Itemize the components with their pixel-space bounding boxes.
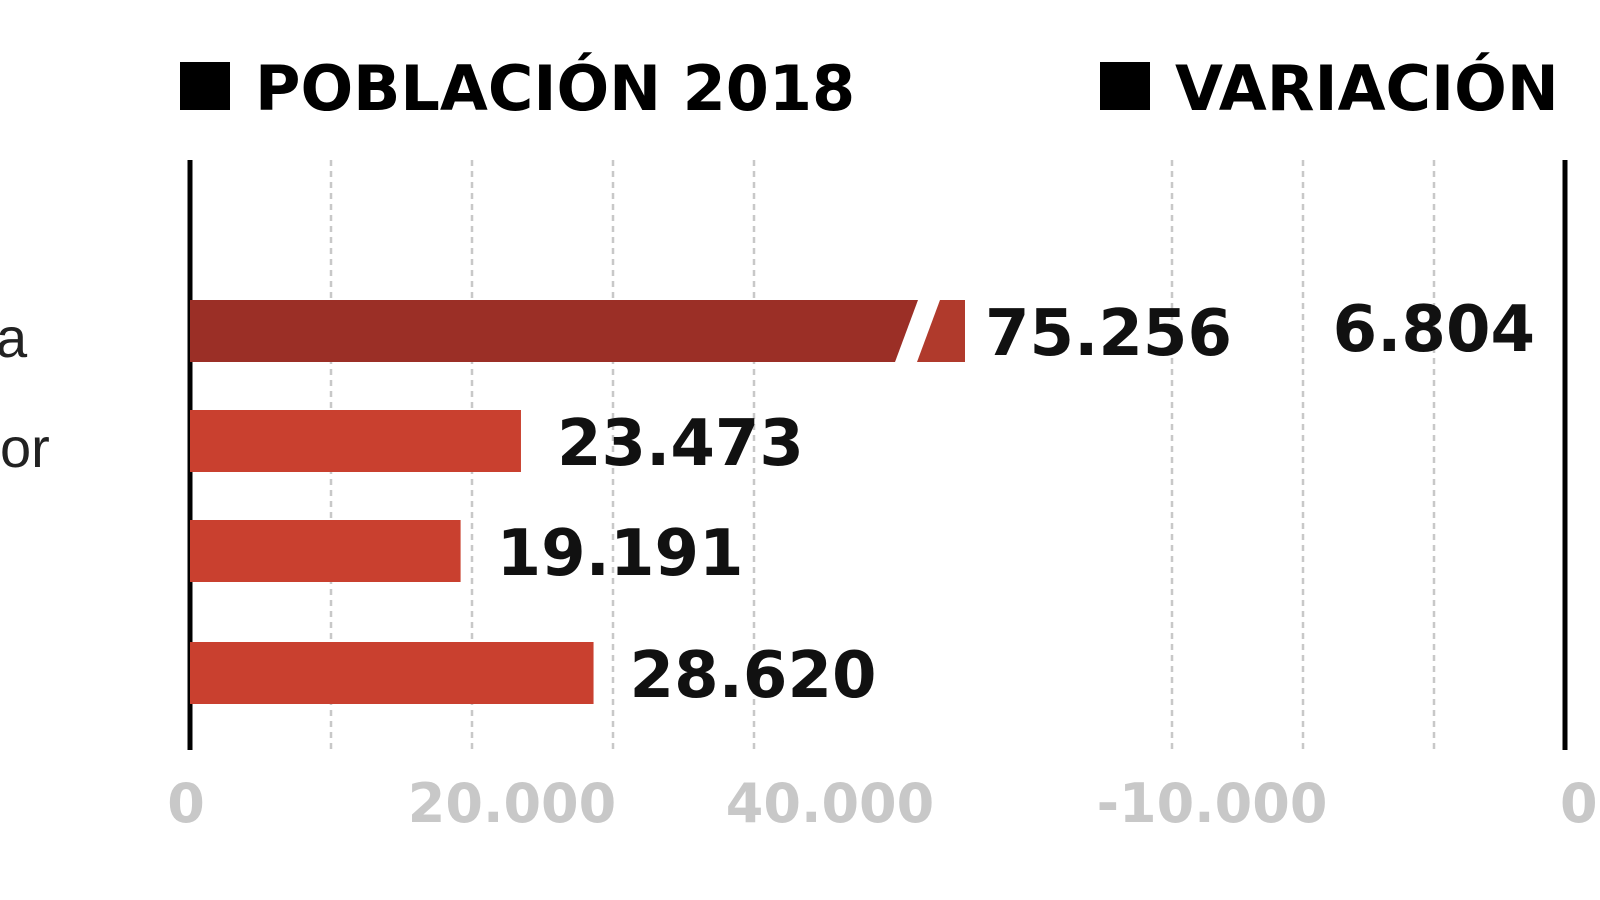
panel-title-variacion: VARIACIÓN bbox=[1175, 52, 1559, 125]
tick-label: 0 bbox=[1560, 772, 1598, 835]
legend-poblacion: POBLACIÓN 2018 bbox=[180, 52, 855, 125]
tick-label: 20.000 bbox=[408, 772, 616, 835]
bar bbox=[190, 520, 461, 582]
value-label: 23.473 bbox=[557, 407, 804, 481]
bar bbox=[190, 410, 521, 472]
legend-square-icon bbox=[180, 62, 230, 110]
legend-square-icon bbox=[1100, 62, 1150, 110]
bar-break-segment bbox=[917, 300, 965, 362]
legend-variacion: VARIACIÓN bbox=[1100, 52, 1559, 125]
bar bbox=[190, 300, 918, 362]
category-label: or bbox=[0, 416, 50, 479]
value-label: 28.620 bbox=[630, 639, 877, 713]
value-label: 75.256 bbox=[985, 297, 1232, 371]
panel-title-poblacion: POBLACIÓN 2018 bbox=[255, 52, 855, 125]
value-label: 6.804 bbox=[1333, 293, 1535, 367]
tick-label: 0 bbox=[167, 772, 205, 835]
category-label: a bbox=[0, 306, 28, 369]
tick-label: 40.000 bbox=[726, 772, 934, 835]
bar bbox=[190, 642, 594, 704]
tick-label: -10.000 bbox=[1097, 772, 1328, 835]
value-label: 19.191 bbox=[497, 517, 744, 591]
